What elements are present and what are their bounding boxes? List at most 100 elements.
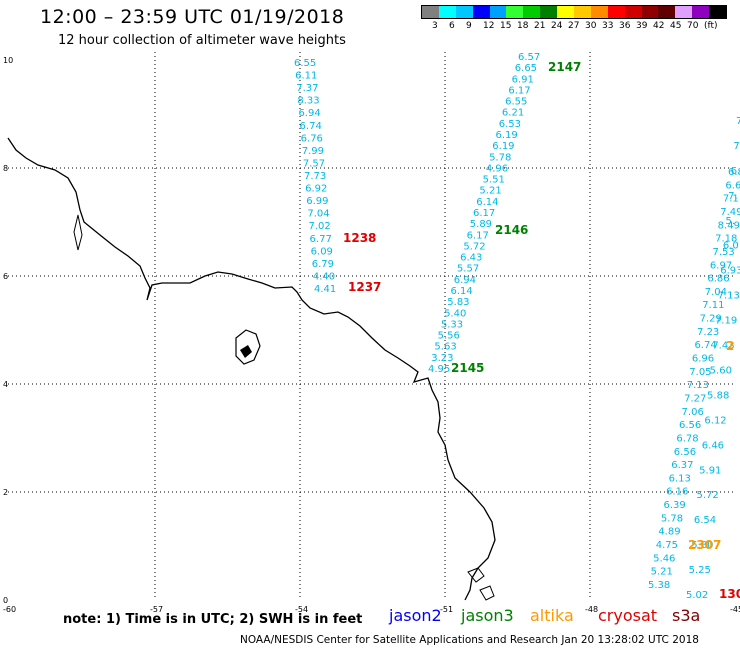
color-scale-label: 9: [466, 21, 472, 31]
track-c-value: 7.1: [723, 194, 739, 205]
track-c-value: 7.18: [715, 234, 737, 245]
track-a-value: 6.76: [301, 133, 323, 144]
color-swatch: [641, 6, 659, 18]
track-a-value: 6.77: [310, 234, 332, 245]
track-c-value: 6.8: [728, 167, 740, 178]
track-d-value: 7.43: [712, 341, 734, 352]
track-d-value: 7.: [728, 191, 738, 202]
track-d-value: 5.02: [686, 590, 708, 601]
legend-jason3: jason3: [461, 606, 514, 625]
track-d-value: 7.13: [718, 291, 740, 302]
track-c-value: 5.46: [653, 553, 675, 564]
time-label: 2145: [451, 361, 484, 375]
color-swatch: [540, 6, 558, 18]
track-d-value: 6.46: [702, 440, 724, 451]
track-a-value: 6.09: [311, 246, 333, 257]
legend-note: note: 1) Time is in UTC; 2) SWH is in fe…: [63, 612, 363, 627]
color-swatch: [624, 6, 642, 18]
track-c-value: 7.49: [720, 207, 740, 218]
track-b-value: 6.17: [508, 85, 530, 96]
color-scale-label: 27: [568, 21, 580, 31]
grid-lines: [8, 52, 735, 600]
color-swatch: [675, 6, 693, 18]
track-c-value: 7.06: [682, 407, 704, 418]
color-swatch: [472, 6, 490, 18]
track-b-value: 6.91: [512, 74, 534, 85]
track-b-value: 5.83: [447, 297, 469, 308]
track-d-value: 6.: [731, 166, 740, 177]
y-tick-label: 6: [3, 272, 8, 281]
color-swatch: [692, 6, 710, 18]
track-d-value: 6.93: [720, 266, 740, 277]
color-scale-label: 36: [619, 21, 631, 31]
color-scale-label: 24: [551, 21, 563, 31]
track-a-value: 6.79: [312, 259, 334, 270]
track-c-value: 4.89: [658, 527, 680, 538]
track-b-value: 6.17: [467, 230, 489, 241]
track-a-value: 7.02: [308, 221, 330, 232]
track-b-value: 4.95: [428, 364, 450, 375]
track-b-value: 5.57: [457, 264, 479, 275]
x-tick-label: -48: [585, 605, 598, 614]
track-c-value: 6.97: [710, 260, 732, 271]
track-c-value: 7.27: [684, 393, 706, 404]
track-d-value: 6.54: [694, 515, 716, 526]
track-b-value: 6.14: [476, 197, 498, 208]
x-tick-label: -60: [3, 605, 16, 614]
track-c-value: 6.86: [707, 274, 729, 285]
x-tick-label: -54: [295, 605, 308, 614]
track-c-value: 6.56: [679, 420, 701, 431]
y-tick-label: 10: [3, 56, 13, 65]
legend-altika: altika: [530, 606, 574, 625]
track-c-value: 5.21: [651, 567, 673, 578]
color-scale-label: 30: [585, 21, 597, 31]
track-c-value: 4.75: [656, 540, 678, 551]
time-label: 2147: [548, 60, 581, 74]
time-label: 1237: [348, 280, 381, 294]
track-b-value: 5.72: [463, 241, 485, 252]
color-scale-label: 21: [534, 21, 546, 31]
track-b-value: 5.21: [479, 186, 501, 197]
track-c-value: 8.49: [718, 220, 740, 231]
track-b-value: 5.33: [441, 319, 463, 330]
track-c-value: 7.29: [700, 314, 722, 325]
track-b-value: 5.51: [483, 175, 505, 186]
credit-line: NOAA/NESDIS Center for Satellite Applica…: [240, 634, 699, 646]
color-scale-label: 39: [636, 21, 648, 31]
track-b-value: 6.94: [454, 275, 476, 286]
track-d-value: 6.0: [723, 241, 739, 252]
track-a-value: 6.55: [294, 58, 316, 69]
color-swatch: [557, 6, 575, 18]
track-a-value: 7.99: [302, 146, 324, 157]
track-a-value: 7.37: [296, 83, 318, 94]
track-d-value: 5.72: [697, 490, 719, 501]
track-c-value: 6.37: [671, 460, 693, 471]
x-tick-label: -45: [730, 605, 740, 614]
track-d-value: 5.91: [699, 465, 721, 476]
legend-jason2: jason2: [389, 606, 442, 625]
track-c-value: 7.11: [702, 300, 724, 311]
track-d-value: 7.: [736, 116, 740, 127]
color-scale-label: 6: [449, 21, 455, 31]
x-tick-label: -51: [440, 605, 453, 614]
track-b-value: 5.78: [489, 152, 511, 163]
track-a-value: 6.74: [300, 121, 322, 132]
y-tick-label: 2: [3, 488, 8, 497]
track-d-value: 6.12: [704, 415, 726, 426]
track-d-value: 7.: [733, 141, 740, 152]
track-c-value: 6.6: [725, 180, 740, 191]
time-label: 2146: [495, 223, 528, 237]
time-label: 130: [719, 587, 740, 601]
color-swatch: [590, 6, 608, 18]
color-scale-label: 33: [602, 21, 614, 31]
track-d-value: 5.80: [691, 540, 713, 551]
track-b-value: 6.19: [496, 130, 518, 141]
track-d-value: 5.25: [689, 565, 711, 576]
track-a-value: 4.41: [314, 284, 336, 295]
color-swatch: [709, 6, 727, 18]
track-b-value: 6.55: [505, 97, 527, 108]
color-scale-label: 3: [432, 21, 438, 31]
color-scale-label: (ft): [704, 21, 718, 31]
legend-s3a: s3a: [672, 606, 701, 625]
